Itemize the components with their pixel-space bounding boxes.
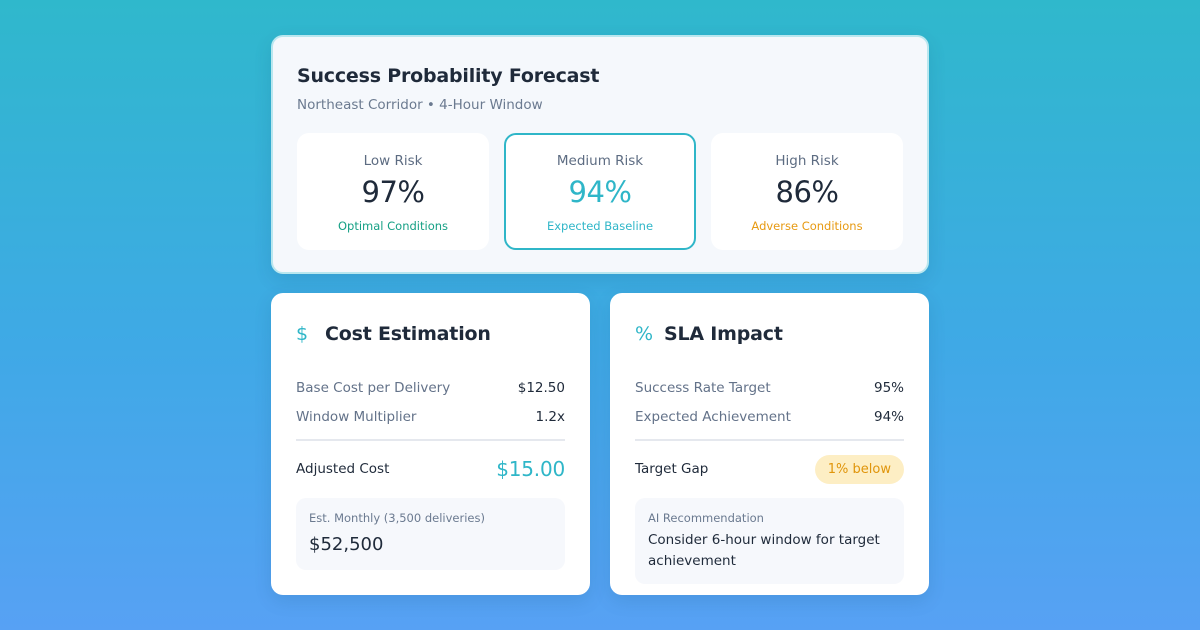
row-value: 94% [873,408,904,425]
sla-impact-card: % SLA Impact Success Rate Target 95% Exp… [610,293,929,595]
cost-row-base: Base Cost per Delivery $12.50 [296,373,565,402]
target-gap-label: Target Gap [635,461,709,477]
risk-label: High Risk [775,153,839,169]
adjusted-cost-row: Adjusted Cost $15.00 [296,441,565,497]
cost-estimation-card: $ Cost Estimation Base Cost per Delivery… [271,293,590,595]
dollar-icon: $ [296,323,309,345]
risk-note: Adverse Conditions [751,219,863,233]
risk-note: Optimal Conditions [337,219,449,233]
adjusted-cost-value: $15.00 [496,457,565,481]
risk-tile-medium[interactable]: Medium Risk 94% Expected Baseline [504,133,696,250]
percent-icon: % [635,323,654,345]
monthly-estimate-box: Est. Monthly (3,500 deliveries) $52,500 [296,498,565,570]
status-badge: 1% below [814,454,904,484]
row-value: $12.50 [517,379,565,396]
sla-row-expected: Expected Achievement 94% [635,402,904,431]
card-title: Cost Estimation [325,323,491,345]
risk-value: 94% [568,175,632,209]
row-label: Base Cost per Delivery [296,379,451,396]
risk-note: Expected Baseline [546,219,654,233]
row-label: Expected Achievement [635,408,791,425]
row-label: Window Multiplier [296,408,417,425]
monthly-estimate-caption: Est. Monthly (3,500 deliveries) [309,511,485,525]
risk-value: 97% [361,175,425,209]
risk-tile-high[interactable]: High Risk 86% Adverse Conditions [711,133,903,250]
divider [296,439,565,441]
adjusted-cost-label: Adjusted Cost [296,461,390,477]
cost-row-multiplier: Window Multiplier 1.2x [296,402,565,431]
ai-recommendation-caption: AI Recommendation [648,511,764,525]
risk-label: Low Risk [363,153,423,169]
risk-label: Medium Risk [556,153,644,169]
ai-recommendation-box: AI Recommendation Consider 6-hour window… [635,498,904,584]
forecast-title: Success Probability Forecast [297,65,600,87]
forecast-subtitle: Northeast Corridor • 4-Hour Window [297,97,543,113]
risk-tile-low[interactable]: Low Risk 97% Optimal Conditions [297,133,489,250]
target-gap-row: Target Gap 1% below [635,441,904,497]
card-title: SLA Impact [664,323,783,345]
forecast-card: Success Probability Forecast Northeast C… [271,35,929,274]
row-value: 95% [873,379,904,396]
risk-scenarios: Low Risk 97% Optimal Conditions Medium R… [297,133,903,250]
sla-row-target: Success Rate Target 95% [635,373,904,402]
card-header: $ Cost Estimation [296,293,565,373]
divider [635,439,904,441]
ai-recommendation-text: Consider 6-hour window for target achiev… [648,532,880,569]
card-header: % SLA Impact [635,293,904,373]
row-label: Success Rate Target [635,379,771,396]
risk-value: 86% [775,175,839,209]
row-value: 1.2x [535,408,565,425]
monthly-estimate-value: $52,500 [309,534,384,555]
